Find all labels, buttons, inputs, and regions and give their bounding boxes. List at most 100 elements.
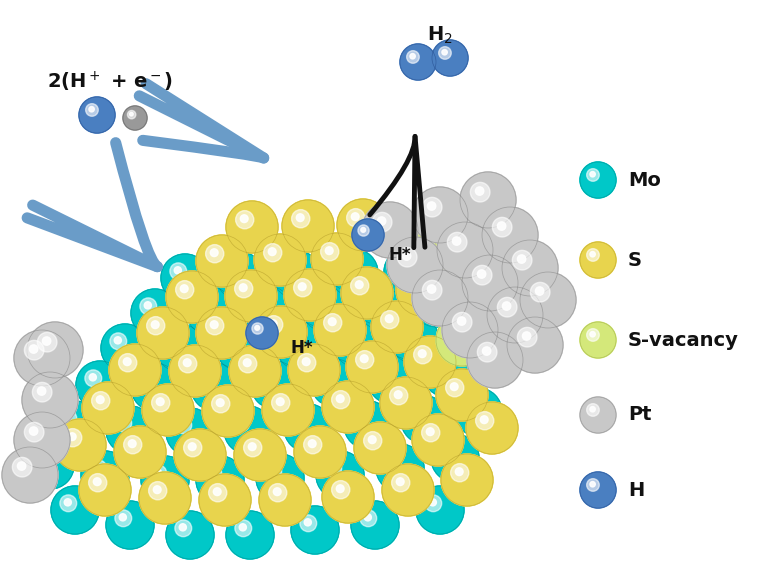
Circle shape: [413, 408, 437, 432]
Circle shape: [278, 324, 322, 368]
Circle shape: [283, 261, 311, 289]
Circle shape: [354, 411, 382, 439]
Circle shape: [28, 443, 72, 487]
Circle shape: [256, 298, 280, 322]
Circle shape: [328, 463, 352, 487]
Circle shape: [442, 50, 447, 55]
Circle shape: [203, 375, 227, 399]
Circle shape: [268, 390, 308, 430]
Circle shape: [86, 371, 114, 399]
Circle shape: [273, 471, 287, 485]
Circle shape: [371, 301, 423, 353]
Circle shape: [318, 453, 362, 497]
Circle shape: [415, 283, 429, 298]
Circle shape: [236, 211, 254, 229]
Circle shape: [448, 451, 462, 465]
Circle shape: [115, 338, 135, 358]
Circle shape: [204, 387, 252, 435]
Circle shape: [436, 44, 463, 72]
Circle shape: [79, 464, 131, 516]
Circle shape: [388, 385, 424, 421]
Circle shape: [120, 420, 140, 440]
Circle shape: [524, 333, 547, 356]
Circle shape: [203, 304, 217, 318]
Circle shape: [362, 286, 402, 325]
Circle shape: [173, 279, 210, 315]
Circle shape: [517, 327, 537, 347]
Circle shape: [446, 459, 488, 501]
Circle shape: [400, 44, 436, 80]
Circle shape: [386, 250, 430, 294]
Circle shape: [56, 421, 104, 469]
Circle shape: [382, 464, 434, 516]
Circle shape: [257, 367, 293, 404]
Circle shape: [167, 409, 213, 455]
Circle shape: [394, 319, 436, 361]
Circle shape: [227, 202, 277, 252]
Circle shape: [137, 307, 189, 359]
Circle shape: [434, 266, 486, 318]
Circle shape: [35, 330, 75, 370]
Circle shape: [146, 316, 180, 350]
Circle shape: [123, 435, 142, 454]
Circle shape: [584, 166, 611, 194]
Circle shape: [171, 264, 199, 292]
Circle shape: [512, 250, 548, 286]
Circle shape: [254, 325, 270, 341]
Circle shape: [252, 323, 263, 334]
Circle shape: [365, 206, 414, 254]
Circle shape: [517, 327, 553, 363]
Circle shape: [138, 308, 188, 358]
Circle shape: [419, 350, 426, 357]
Circle shape: [338, 200, 388, 250]
Circle shape: [179, 284, 205, 310]
Circle shape: [406, 330, 425, 350]
Circle shape: [144, 459, 186, 501]
Circle shape: [52, 487, 98, 533]
Circle shape: [152, 485, 178, 511]
Circle shape: [108, 408, 152, 452]
Circle shape: [166, 334, 194, 362]
Circle shape: [260, 240, 300, 280]
Circle shape: [386, 315, 393, 323]
Circle shape: [53, 403, 97, 447]
Circle shape: [449, 308, 491, 351]
Circle shape: [143, 375, 167, 399]
Circle shape: [14, 412, 70, 468]
Circle shape: [304, 435, 322, 454]
Circle shape: [151, 393, 185, 427]
Circle shape: [334, 320, 382, 368]
Circle shape: [591, 253, 605, 267]
Circle shape: [196, 235, 248, 287]
Circle shape: [412, 279, 460, 327]
Circle shape: [581, 323, 615, 357]
Circle shape: [274, 252, 320, 298]
Circle shape: [426, 428, 434, 435]
Circle shape: [340, 325, 376, 363]
Circle shape: [429, 203, 452, 226]
Circle shape: [184, 290, 200, 304]
Circle shape: [258, 368, 292, 402]
Circle shape: [214, 254, 230, 268]
Circle shape: [490, 290, 540, 340]
Text: H*: H*: [388, 246, 410, 264]
Circle shape: [80, 99, 113, 132]
Circle shape: [395, 477, 421, 503]
Circle shape: [400, 325, 416, 341]
Circle shape: [463, 397, 480, 414]
Circle shape: [321, 455, 359, 495]
Circle shape: [179, 524, 187, 531]
Circle shape: [178, 523, 202, 547]
Circle shape: [196, 307, 248, 359]
Circle shape: [211, 250, 233, 272]
Circle shape: [115, 427, 165, 477]
Circle shape: [107, 502, 153, 548]
Circle shape: [216, 252, 264, 300]
Circle shape: [421, 288, 438, 305]
Circle shape: [298, 215, 318, 237]
Circle shape: [88, 106, 106, 124]
Circle shape: [365, 515, 385, 535]
Circle shape: [288, 272, 332, 317]
Circle shape: [374, 214, 406, 246]
Circle shape: [450, 328, 458, 336]
